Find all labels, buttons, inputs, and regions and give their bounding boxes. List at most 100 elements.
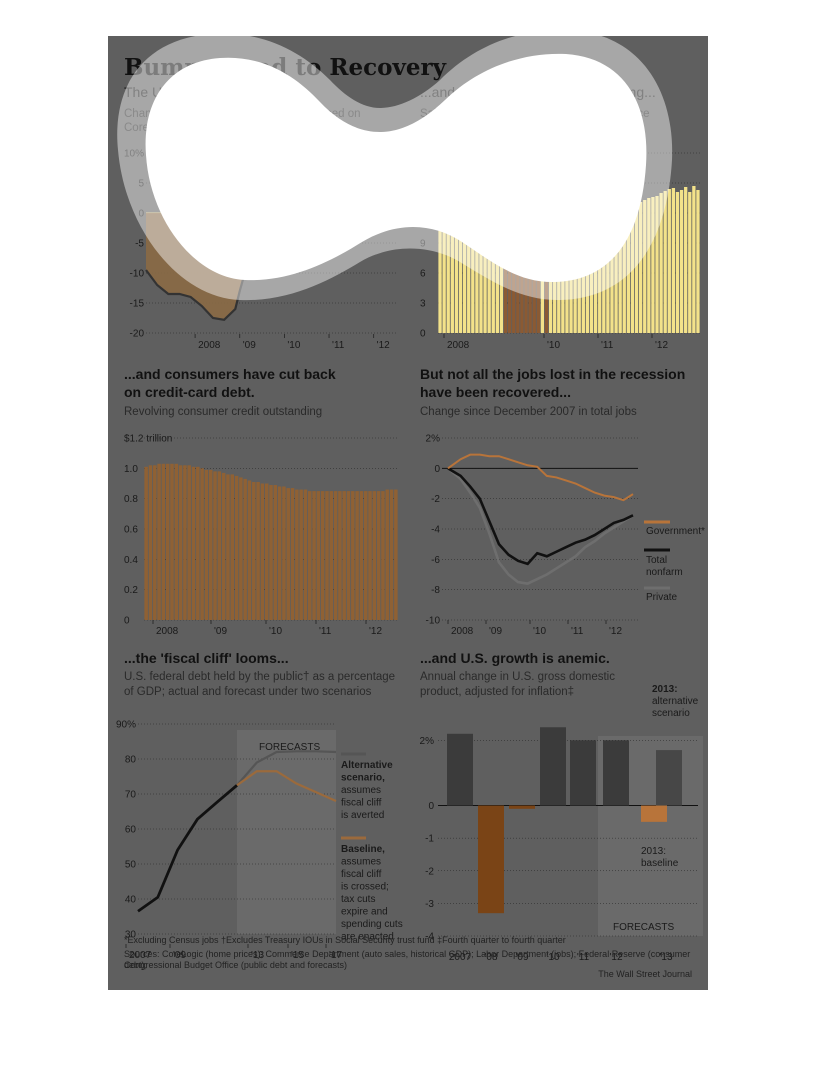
cars-y-tick: 15 — [420, 179, 432, 190]
credit-bar — [312, 491, 316, 620]
credit-x-tick: '09 — [214, 626, 227, 637]
cars-bar — [540, 190, 545, 333]
cars-x-tick: 2008 — [447, 340, 470, 351]
credit-bar — [247, 480, 252, 620]
jobs-subtitle: Change since December 2007 in total jobs — [420, 406, 637, 418]
jobs-y-tick: 2% — [426, 434, 441, 445]
credit-bar — [303, 489, 308, 620]
debt-x-tick: '09 — [173, 950, 186, 961]
credit-bar — [389, 489, 394, 620]
debt-base-annotation: tax cuts — [341, 894, 375, 905]
credit-bar — [260, 483, 265, 620]
jobs-y-tick: -10 — [426, 616, 441, 627]
cars-bar — [692, 186, 696, 333]
jobs-series-line — [447, 467, 634, 585]
credit-bar — [239, 477, 243, 620]
cars-bar — [626, 205, 631, 333]
housing-title: The U.S. housing market... — [124, 84, 291, 100]
credit-bar — [256, 481, 260, 620]
credit-bar — [385, 489, 389, 620]
gdp-subtitle-2: product, adjusted for inflation‡ — [420, 686, 575, 698]
debt-series-line — [137, 784, 238, 913]
housing-chart: 10% 5 0 -5 -10 -15 -20 2008 '09 '10 '11 '12 — [124, 149, 396, 351]
debt-y-tick: 30 — [125, 930, 137, 941]
credit-bar — [200, 468, 204, 620]
debt-y-tick: 60 — [125, 825, 137, 836]
cars-bar — [548, 229, 553, 333]
gdp-x-tick: '12 — [609, 952, 622, 963]
jobs-y-tick: -6 — [431, 555, 440, 566]
credit-bar — [359, 491, 364, 620]
credit-bar — [376, 491, 381, 620]
cars-bar — [442, 178, 446, 333]
cars-x-tick: '12 — [655, 340, 668, 351]
gdp-x-tick: '13 — [659, 952, 672, 963]
jobs-y-tick: -4 — [431, 525, 440, 536]
cars-bar — [614, 207, 618, 333]
cars-bar — [454, 184, 459, 333]
gdp-alt-annotation: 2013: — [652, 684, 678, 695]
credit-chart: $1.2 trillion 1.0 0.8 0.6 0.4 0.2 0 2008 '09 '10 '… — [124, 434, 398, 637]
gdp-x-tick: 2007 — [449, 952, 472, 963]
credit-bar — [333, 491, 338, 620]
credit-line: The Wall Street Journal — [598, 969, 692, 979]
housing-y-tick: -15 — [130, 299, 145, 310]
housing-y-tick: -20 — [130, 329, 145, 340]
cars-bar — [507, 242, 512, 333]
cars-bar — [663, 191, 667, 333]
cars-bar — [438, 178, 442, 333]
housing-area — [146, 187, 392, 320]
credit-bar — [342, 491, 346, 620]
cars-y-tick: 3 — [420, 299, 426, 310]
credit-title-2: on credit-card debt. — [124, 384, 255, 400]
cars-bar — [671, 188, 676, 333]
housing-x-tick: '11 — [332, 340, 345, 351]
cars-bar — [491, 218, 495, 333]
credit-bar — [320, 491, 325, 620]
cars-bar — [655, 196, 659, 333]
credit-bar — [295, 489, 299, 620]
debt-base-annotation: assumes — [341, 857, 381, 868]
credit-bar — [204, 469, 209, 620]
housing-y-tick: -5 — [135, 239, 144, 250]
gdp-base-annotation: 2013: — [641, 846, 666, 857]
credit-y-tick: 0.2 — [124, 585, 138, 596]
debt-base-annotation: spending cuts — [341, 919, 403, 930]
cars-bar — [565, 219, 569, 333]
jobs-x-tick: 2008 — [451, 626, 474, 637]
cars-y-tick: 9 — [420, 239, 426, 250]
debt-subtitle-1: U.S. federal debt held by the public† as… — [124, 671, 396, 683]
credit-x-tick: '10 — [269, 626, 282, 637]
gdp-alt-annotation: alternative — [652, 696, 699, 707]
credit-bar — [183, 465, 187, 620]
cars-bar — [561, 226, 565, 333]
cars-bar — [446, 181, 450, 333]
debt-forecast-label: FORECASTS — [259, 742, 320, 753]
cars-bar — [643, 200, 647, 333]
cars-bar — [622, 207, 626, 333]
cars-bar — [536, 234, 540, 333]
credit-bar — [346, 491, 351, 620]
cars-bar — [585, 218, 590, 333]
debt-series-line — [236, 770, 337, 803]
jobs-y-tick: -2 — [431, 494, 440, 505]
cars-bar — [475, 205, 479, 333]
cars-title: ...and U.S. car sales are rebounding... — [420, 84, 656, 100]
cars-y-tick: 12 — [420, 209, 432, 220]
gdp-x-tick: '09 — [515, 952, 528, 963]
credit-bar — [144, 466, 148, 620]
credit-bar — [191, 466, 196, 620]
housing-y-tick: 5 — [138, 179, 144, 190]
cars-bar — [577, 218, 581, 333]
credit-bar — [252, 481, 256, 620]
jobs-title-1: But not all the jobs lost in the recessi… — [420, 366, 686, 382]
housing-x-tick: '12 — [377, 340, 390, 351]
gdp-x-tick: '08 — [484, 952, 497, 963]
footnote-line-2: Sources: CoreLogic (home prices); Commer… — [124, 949, 691, 970]
credit-bar — [148, 465, 153, 620]
cars-subtitle: Sales of light vehicles, at an annualize… — [420, 108, 650, 120]
cars-bar — [602, 210, 606, 333]
cars-bar — [569, 222, 573, 333]
cars-bar — [589, 216, 594, 333]
